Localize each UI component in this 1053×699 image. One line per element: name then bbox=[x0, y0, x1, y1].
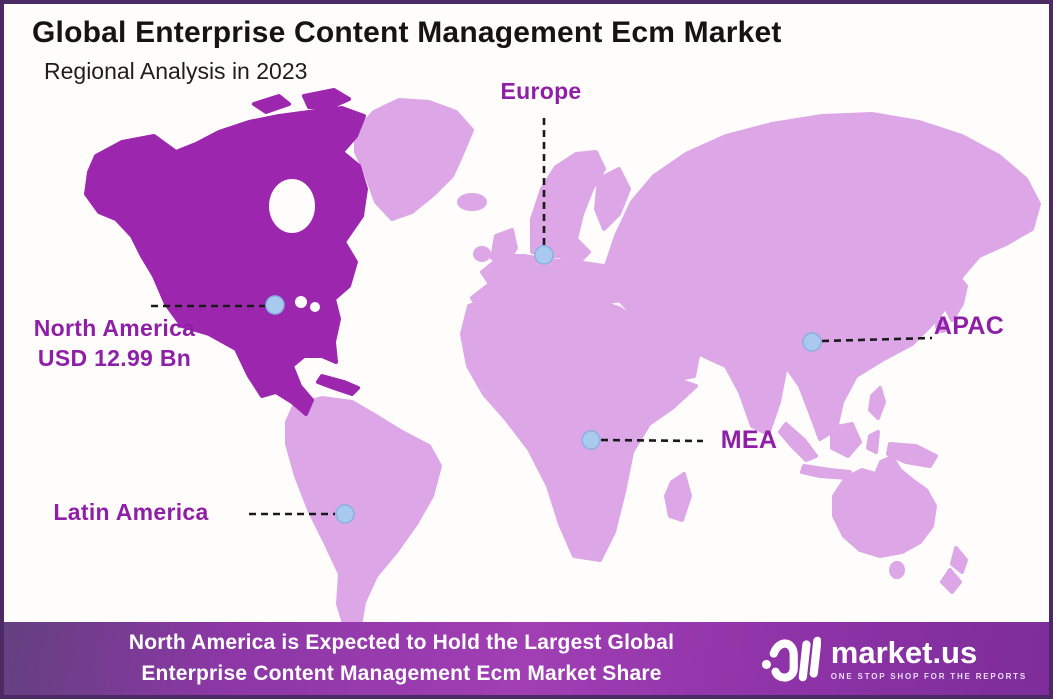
region-japan-south bbox=[935, 319, 949, 333]
region-arctic-island-1 bbox=[302, 88, 351, 110]
page-title: Global Enterprise Content Management Ecm… bbox=[32, 16, 782, 49]
region-greenland bbox=[354, 98, 474, 221]
marker-mea bbox=[581, 430, 601, 450]
region-borneo bbox=[830, 422, 862, 458]
label-north-america: North America USD 12.99 Bn bbox=[12, 314, 217, 374]
logo-name: market.us bbox=[830, 634, 978, 670]
banner-line-1: North America is Expected to Hold the La… bbox=[128, 631, 675, 655]
label-apac: APAC bbox=[933, 312, 1005, 340]
header: Global Enterprise Content Management Ecm… bbox=[32, 16, 782, 85]
region-sulawesi bbox=[866, 430, 880, 454]
region-iceland bbox=[457, 193, 487, 211]
marker-latin-america bbox=[335, 504, 355, 524]
region-asia bbox=[604, 112, 1041, 441]
banner-line-2: Enterprise Content Management Ecm Market… bbox=[141, 661, 662, 685]
region-australia bbox=[832, 455, 937, 558]
label-mea: MEA bbox=[720, 426, 778, 454]
label-europe: Europe bbox=[500, 78, 582, 104]
great-lake-2 bbox=[310, 302, 320, 312]
label-north-america-value: USD 12.99 Bn bbox=[37, 344, 192, 371]
region-ireland bbox=[473, 246, 491, 262]
marker-north-america bbox=[265, 295, 285, 315]
leader-line-mea bbox=[600, 438, 704, 443]
marker-europe bbox=[534, 245, 554, 265]
label-latin-america: Latin America bbox=[53, 499, 209, 525]
label-north-america-name: North America bbox=[33, 315, 196, 341]
marketus-logo: market.us ONE STOP SHOP FOR THE REPORTS bbox=[761, 631, 1027, 687]
great-lake-1 bbox=[295, 296, 307, 308]
region-south-america bbox=[285, 396, 442, 632]
region-uk bbox=[490, 228, 518, 266]
region-tasmania bbox=[889, 561, 905, 579]
region-philippines bbox=[868, 386, 886, 420]
region-scandinavia bbox=[530, 150, 606, 264]
region-arctic-island-2 bbox=[252, 94, 291, 114]
region-madagascar bbox=[664, 472, 692, 522]
marker-apac bbox=[802, 332, 822, 352]
logo-tagline: ONE STOP SHOP FOR THE REPORTS bbox=[830, 671, 1027, 681]
region-new-zealand-south bbox=[940, 568, 962, 594]
banner-text: North America is Expected to Hold the La… bbox=[44, 628, 759, 689]
region-finland bbox=[594, 167, 631, 231]
world-map bbox=[84, 88, 1041, 632]
footer-banner: North America is Expected to Hold the La… bbox=[4, 622, 1049, 695]
region-sumatra bbox=[778, 422, 818, 462]
leader-line-apac bbox=[821, 336, 933, 343]
region-new-zealand-north bbox=[950, 546, 968, 574]
region-new-guinea bbox=[886, 442, 938, 468]
region-java bbox=[800, 464, 852, 480]
region-japan bbox=[944, 272, 968, 322]
hudson-bay bbox=[269, 179, 315, 233]
marketus-logo-icon bbox=[761, 636, 821, 682]
logo-text-block: market.us ONE STOP SHOP FOR THE REPORTS bbox=[831, 637, 1027, 681]
region-caribbean bbox=[316, 374, 360, 396]
region-africa bbox=[460, 290, 698, 562]
page-subtitle: Regional Analysis in 2023 bbox=[44, 58, 308, 84]
